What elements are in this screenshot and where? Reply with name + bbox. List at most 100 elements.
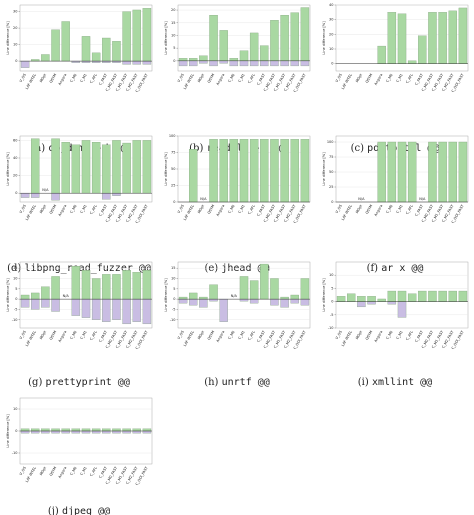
bar xyxy=(239,276,249,300)
bar xyxy=(249,280,259,300)
bar xyxy=(239,298,249,302)
bar xyxy=(51,29,60,62)
plot-area xyxy=(177,4,311,72)
x-tick-label: C_AFL xyxy=(247,73,256,84)
bar xyxy=(41,54,50,62)
bar xyxy=(20,430,30,434)
bar xyxy=(270,278,279,300)
bar xyxy=(178,60,188,67)
x-tick-label: MOpt xyxy=(355,72,363,83)
x-tick-label: Angora xyxy=(58,466,68,479)
bar xyxy=(367,296,376,302)
x-tick-label: C_M1 xyxy=(396,330,404,340)
bar xyxy=(102,193,111,200)
bar xyxy=(122,430,131,434)
bar xyxy=(199,298,208,308)
x-tick-label: LAF INTEL xyxy=(341,204,353,221)
x-tick-label: V_OS xyxy=(19,465,27,476)
plot-area xyxy=(177,261,311,329)
bar xyxy=(290,60,299,67)
caption-command: unrtf @@ xyxy=(222,377,270,388)
x-tick-label: C_M1 xyxy=(80,73,88,83)
bar xyxy=(458,290,468,302)
bar xyxy=(178,58,188,61)
x-tick-label: C_AFL xyxy=(247,204,256,215)
bar xyxy=(142,270,152,300)
x-tick-label: C_M0 xyxy=(385,73,393,83)
bar xyxy=(239,139,249,203)
x-tick-label: C_FAST xyxy=(98,465,108,479)
bar xyxy=(407,141,417,203)
bar xyxy=(102,430,111,434)
x-tick-label: Angora xyxy=(374,73,384,86)
x-tick-label: C_M1 xyxy=(80,466,88,476)
y-tick-label: -5 xyxy=(330,313,334,317)
x-tick-label: Angora xyxy=(58,204,68,217)
y-axis-label: Line difference [%] xyxy=(6,278,10,312)
bar xyxy=(20,428,30,432)
bar xyxy=(219,30,228,61)
y-tick-label: 75 xyxy=(171,151,175,155)
bar xyxy=(81,140,91,194)
bar xyxy=(51,138,60,194)
bar xyxy=(41,298,50,308)
bar xyxy=(249,60,259,67)
x-tick-label: C_M1 xyxy=(238,73,246,83)
bar xyxy=(280,60,289,67)
bar xyxy=(102,298,111,322)
y-tick-label: 0 xyxy=(173,200,175,204)
plot-area xyxy=(19,4,153,72)
x-tick-label: C_M0 xyxy=(227,204,235,214)
bar xyxy=(112,193,121,196)
bar xyxy=(249,32,259,61)
x-tick-label: C_M0 xyxy=(227,73,235,83)
bar xyxy=(122,298,131,325)
bar xyxy=(51,298,60,312)
x-tick-label: C_AFL xyxy=(405,73,414,84)
bar xyxy=(357,296,366,302)
bar xyxy=(91,428,101,432)
bar xyxy=(31,292,40,300)
bar xyxy=(357,301,366,308)
x-tick-label: C_M0 xyxy=(385,204,393,214)
x-tick-label: C_M0 xyxy=(69,466,77,476)
caption-command: prettyprint @@ xyxy=(46,377,130,388)
x-tick-label: C_M1 xyxy=(80,204,88,214)
bar xyxy=(122,60,131,65)
x-tick-label: C_FAST xyxy=(256,203,266,217)
caption: (i) xmllint @@ xyxy=(358,377,432,389)
na-annotation: N/A xyxy=(231,294,238,298)
caption-command: libpng_read_fuzzer @@ xyxy=(24,263,150,274)
bar xyxy=(260,60,269,67)
bar xyxy=(300,60,310,67)
bar xyxy=(397,301,407,318)
x-tick-label: LAF INTEL xyxy=(341,73,353,90)
caption-command: jhead @@ xyxy=(221,263,269,274)
x-tick-label: QSYM xyxy=(207,204,216,215)
bar xyxy=(418,290,427,302)
x-tick-label: C_AFL xyxy=(89,466,98,477)
bar xyxy=(290,298,299,304)
y-tick-label: 0 xyxy=(331,300,333,304)
x-tick-label: MOpt xyxy=(197,72,205,83)
bar xyxy=(377,298,386,302)
bar xyxy=(270,60,279,67)
x-tick-label: C_FAST xyxy=(256,72,266,86)
x-tick-label: MOpt xyxy=(39,203,47,214)
bar xyxy=(132,428,141,432)
caption-tag: (j) xyxy=(48,506,59,515)
y-tick-label: 40 xyxy=(329,3,333,7)
x-tick-label: C_FAST xyxy=(256,329,266,343)
bar xyxy=(189,58,198,61)
bar xyxy=(260,139,269,203)
bar xyxy=(51,428,60,432)
y-tick-label: 10 xyxy=(13,407,17,411)
y-tick-label: 20 xyxy=(13,174,17,178)
y-tick-label: 0 xyxy=(331,62,333,66)
y-tick-label: 0 xyxy=(15,297,17,301)
x-tick-label: MOpt xyxy=(39,465,47,476)
